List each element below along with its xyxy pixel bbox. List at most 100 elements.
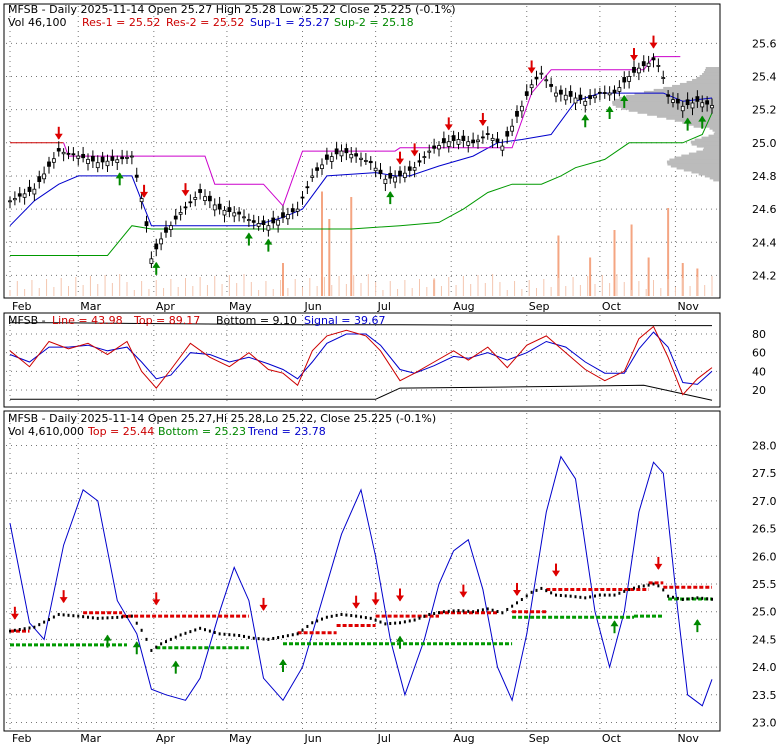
- volume-bar-small: [631, 290, 633, 296]
- trend-candle: [316, 619, 319, 623]
- volume-profile-bar: [612, 102, 719, 106]
- trend-candle: [38, 623, 41, 627]
- trend-candle: [28, 626, 31, 630]
- price-candle-body: [578, 94, 583, 101]
- trend-candle: [360, 615, 362, 619]
- trend-candle: [481, 608, 484, 612]
- volume-bar-small: [711, 276, 713, 296]
- price-candle-body: [134, 174, 139, 178]
- volume-bar-small: [68, 286, 69, 296]
- trend-sell-arrow-head: [654, 563, 663, 570]
- volume-profile-bar: [669, 158, 719, 162]
- y-tick-label: 24.5: [752, 633, 777, 646]
- price-candle-body: [56, 148, 61, 152]
- volume-bar-small: [360, 283, 362, 296]
- price-candle-body: [32, 188, 37, 195]
- x-tick-label-trend: Feb: [12, 732, 31, 745]
- trend-candle: [213, 630, 216, 634]
- trend-candle: [701, 596, 704, 600]
- resistance-1-line: [63, 56, 681, 207]
- price-candle-body: [641, 61, 646, 67]
- buy-arrow-head: [264, 238, 273, 245]
- x-tick-label-price: Nov: [677, 300, 699, 313]
- x-tick-label-price: Feb: [12, 300, 31, 313]
- trend-candle: [628, 588, 631, 592]
- x-tick-label-trend: Sep: [529, 732, 550, 745]
- trend-buy-arrow-head: [132, 641, 141, 648]
- price-candle-body: [656, 65, 661, 67]
- price-candle-body: [164, 227, 168, 233]
- trend-legend-bottom: Bottom = 25.23: [158, 425, 246, 438]
- trend-candle: [355, 614, 358, 618]
- price-candle-body: [612, 89, 617, 94]
- trend-candle: [257, 637, 260, 641]
- price-candle-body: [271, 217, 276, 224]
- price-candle-body: [441, 138, 446, 144]
- price-candle-body: [232, 212, 237, 217]
- price-candle-body: [12, 198, 17, 201]
- trend-candle: [569, 594, 572, 598]
- osc-top-band: [10, 322, 712, 327]
- price-candle-body: [485, 133, 490, 135]
- trend-candle: [101, 616, 104, 620]
- volume-bar-small: [82, 285, 84, 296]
- price-candle-body: [324, 154, 329, 160]
- volume-profile-bar: [615, 104, 719, 108]
- trend-candle: [384, 622, 387, 626]
- volume-profile-bar: [691, 142, 719, 146]
- y-tick-label: 25.4: [752, 70, 777, 83]
- volume-profile-bar: [692, 78, 719, 82]
- trend-candle: [121, 615, 124, 619]
- trend-candle: [555, 593, 557, 597]
- volume-profile-bar: [634, 92, 719, 96]
- price-candle-body: [417, 160, 422, 163]
- trend-sell-arrow-head: [552, 570, 560, 577]
- price-candle-body: [295, 208, 300, 212]
- price-candle-body: [183, 206, 188, 209]
- trend-candle: [306, 624, 309, 628]
- trend-candle: [311, 621, 314, 625]
- trend-candle: [33, 625, 36, 629]
- volume-bar-small: [704, 285, 706, 296]
- x-tick-label-trend: Oct: [602, 732, 622, 745]
- price-candle-body: [66, 152, 71, 155]
- price-legend-sup2: Sup-2 = 25.18: [334, 16, 414, 29]
- volume-bar-small: [645, 289, 647, 296]
- trend-candle: [96, 616, 99, 620]
- volume-bar-small: [426, 287, 428, 296]
- trend-candle: [389, 622, 392, 626]
- trend-candle: [667, 594, 670, 598]
- price-candle-body: [466, 141, 471, 146]
- trend-candle: [520, 598, 523, 602]
- trend-candle: [135, 621, 138, 625]
- signal-arrows-layer: [10, 35, 707, 674]
- price-candle-body: [242, 216, 246, 219]
- volume-bar-small: [133, 290, 135, 296]
- volume-profile-bar: [666, 160, 719, 164]
- trend-candle: [160, 642, 163, 646]
- trend-candle: [52, 615, 55, 619]
- volume-profile-bar: [628, 108, 719, 112]
- trend-candle: [106, 616, 109, 620]
- trend-candle: [603, 593, 606, 597]
- trend-candle: [506, 607, 509, 611]
- trend-candle: [350, 614, 353, 618]
- volume-bar-small: [9, 290, 11, 296]
- price-candle-body: [398, 170, 402, 177]
- volume-bar-small: [236, 283, 238, 296]
- volume-profile-bar: [703, 70, 719, 74]
- volume-bar-small: [367, 274, 369, 296]
- volume-bar-small: [470, 284, 472, 296]
- volume-bar-small: [155, 280, 157, 296]
- price-candle-body: [120, 156, 125, 160]
- volume-bar-small: [163, 288, 165, 296]
- trend-candle: [111, 616, 114, 620]
- trend-buy-arrow-head: [693, 619, 702, 626]
- y-tick-label: 25.6: [752, 37, 777, 50]
- price-candle-body: [427, 150, 432, 153]
- trend-candle: [18, 628, 21, 632]
- osc-legend-prefix: MFSB -: [8, 314, 46, 327]
- price-candle-body: [334, 148, 339, 155]
- price-candle-body: [461, 135, 466, 141]
- price-candle-body: [373, 167, 378, 172]
